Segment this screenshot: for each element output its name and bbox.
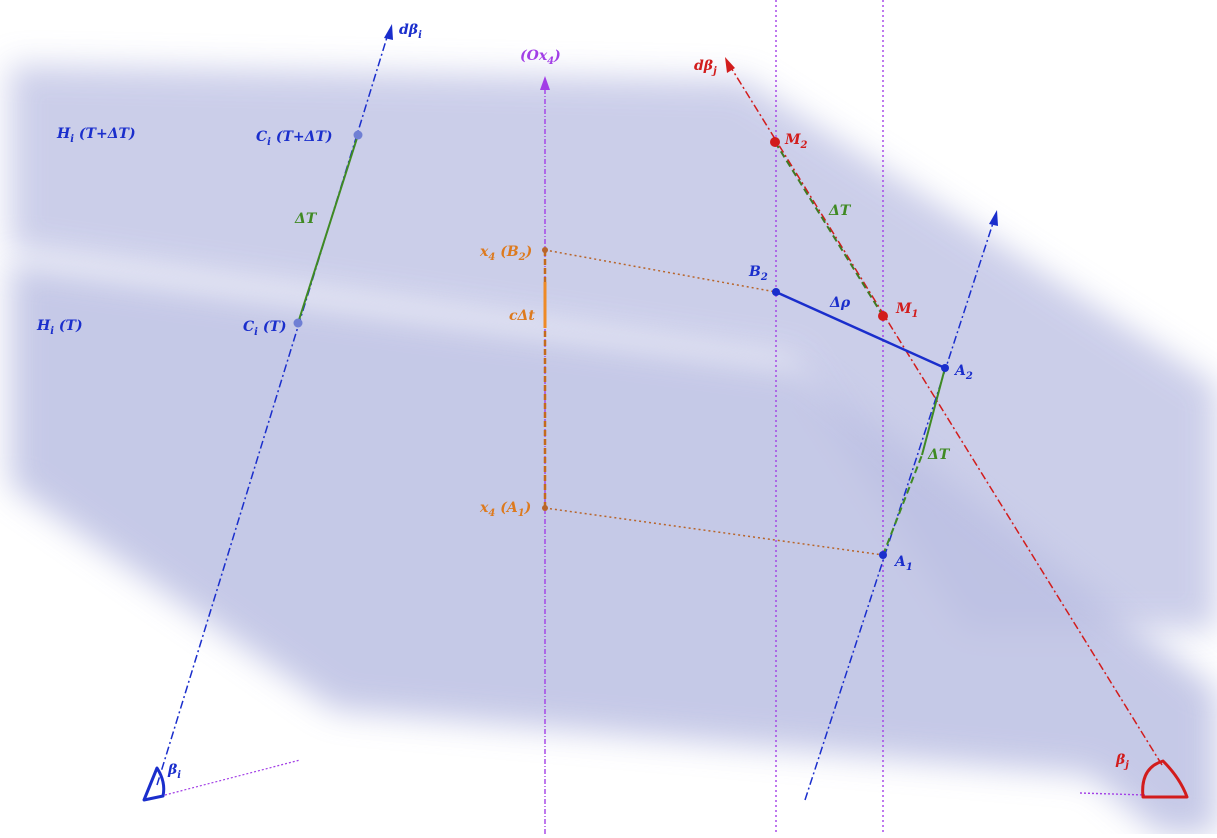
labels: dβi (Ox4) dβj Hi (T+ΔT) Hi (T) Ci (T+ΔT)… xyxy=(36,22,1129,781)
beta-j-horizon-line xyxy=(1079,792,1146,796)
d-beta-i-axis xyxy=(156,24,393,786)
a-axis-arrowhead xyxy=(989,210,998,226)
plane-h-i-t xyxy=(10,262,1217,834)
label-m2: M2 xyxy=(784,132,808,151)
label-beta-j: βj xyxy=(1115,752,1129,771)
d-beta-j-axis-line xyxy=(729,65,1163,766)
points xyxy=(293,130,949,559)
label-c-i-t-dt: Ci (T+ΔT) xyxy=(256,129,333,148)
vertical-reference-lines xyxy=(164,0,1146,834)
label-delta-t-top: ΔT xyxy=(828,203,852,219)
segment-a1-a2-solid xyxy=(921,367,946,456)
label-d-beta-j: dβj xyxy=(694,58,717,77)
ox4-axis-arrowhead xyxy=(540,76,550,90)
point-a1 xyxy=(879,551,887,559)
label-a2: A2 xyxy=(953,363,973,382)
planes xyxy=(10,65,1217,834)
beta-j-angle-icon xyxy=(1141,759,1189,799)
d-beta-i-arrowhead xyxy=(384,24,393,40)
label-x4-b2: x4 (B2) xyxy=(479,244,532,263)
point-m2 xyxy=(770,137,780,147)
segment-a1-a2-dashed xyxy=(882,454,923,556)
label-c-i-t: Ci (T) xyxy=(243,319,287,338)
projection-lines xyxy=(544,249,884,556)
label-m1: M1 xyxy=(895,301,918,320)
point-x4-a1 xyxy=(542,505,548,511)
label-b2: B2 xyxy=(748,264,768,283)
beta-i-angle-icon xyxy=(142,766,166,802)
projection-a1 xyxy=(544,507,884,556)
label-beta-i: βi xyxy=(167,762,181,781)
point-b2 xyxy=(772,288,780,296)
label-c-delta-t: cΔt xyxy=(509,308,535,324)
label-h-i-t: Hi (T) xyxy=(36,318,83,337)
label-x4-a1: x4 (A1) xyxy=(479,500,531,519)
label-a1: A1 xyxy=(893,554,913,573)
point-m1 xyxy=(878,311,888,321)
label-delta-t-left: ΔT xyxy=(294,211,318,227)
d-beta-j-axis xyxy=(725,57,1163,766)
label-delta-rho: Δρ xyxy=(829,295,851,311)
label-d-beta-i: dβi xyxy=(399,22,422,41)
label-ox4: (Ox4) xyxy=(520,48,561,67)
segment-ci-t-to-ci-t-dt xyxy=(297,134,359,324)
label-delta-t-right: ΔT xyxy=(927,447,951,463)
d-beta-i-axis-line xyxy=(156,33,389,786)
delta-t-segments xyxy=(297,134,946,556)
label-h-i-t-dt: Hi (T+ΔT) xyxy=(56,126,136,145)
segment-b2-a2 xyxy=(775,290,946,370)
d-beta-j-arrowhead xyxy=(725,57,735,73)
beta-i-horizon-line xyxy=(164,759,301,796)
projection-b2 xyxy=(544,249,777,293)
segment-m1-m2 xyxy=(774,141,884,317)
point-ci-t xyxy=(293,318,303,328)
point-a2 xyxy=(941,364,949,372)
point-ci-t-dt xyxy=(353,130,363,140)
point-x4-b2 xyxy=(542,247,548,253)
